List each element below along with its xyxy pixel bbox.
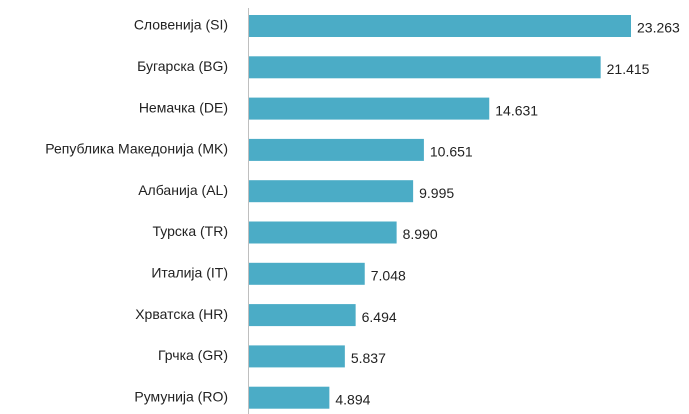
value-label: 5.837 <box>351 350 386 366</box>
value-label: 14.631 <box>495 102 538 118</box>
value-label: 23.263 <box>637 20 680 36</box>
category-label: Албанија (AL) <box>138 182 228 198</box>
bar <box>249 138 424 161</box>
value-label: 9.995 <box>419 185 454 201</box>
category-label: Словенија (SI) <box>134 17 228 33</box>
bar <box>249 15 631 37</box>
category-label: Италија (IT) <box>151 265 228 281</box>
bar <box>249 180 414 203</box>
bar <box>249 262 365 285</box>
category-label: Турска (TR) <box>153 223 229 239</box>
value-label: 10.651 <box>430 144 473 160</box>
category-label: Република Македонија (MK) <box>45 141 228 157</box>
value-label: 4.894 <box>335 391 370 407</box>
category-label: Бугарска (BG) <box>137 58 228 74</box>
value-label: 21.415 <box>607 61 650 77</box>
category-label: Немачка (DE) <box>139 99 228 115</box>
bar <box>249 345 345 368</box>
value-label: 7.048 <box>371 268 406 284</box>
bar <box>249 386 330 409</box>
value-label: 6.494 <box>362 309 397 325</box>
bar <box>249 56 601 79</box>
category-label: Румунија (RO) <box>134 388 228 404</box>
bar <box>249 221 397 244</box>
bar <box>249 304 356 327</box>
value-label: 8.990 <box>403 226 438 242</box>
bar <box>249 97 490 120</box>
category-label: Хрватска (HR) <box>135 306 228 322</box>
category-label: Грчка (GR) <box>158 347 228 363</box>
